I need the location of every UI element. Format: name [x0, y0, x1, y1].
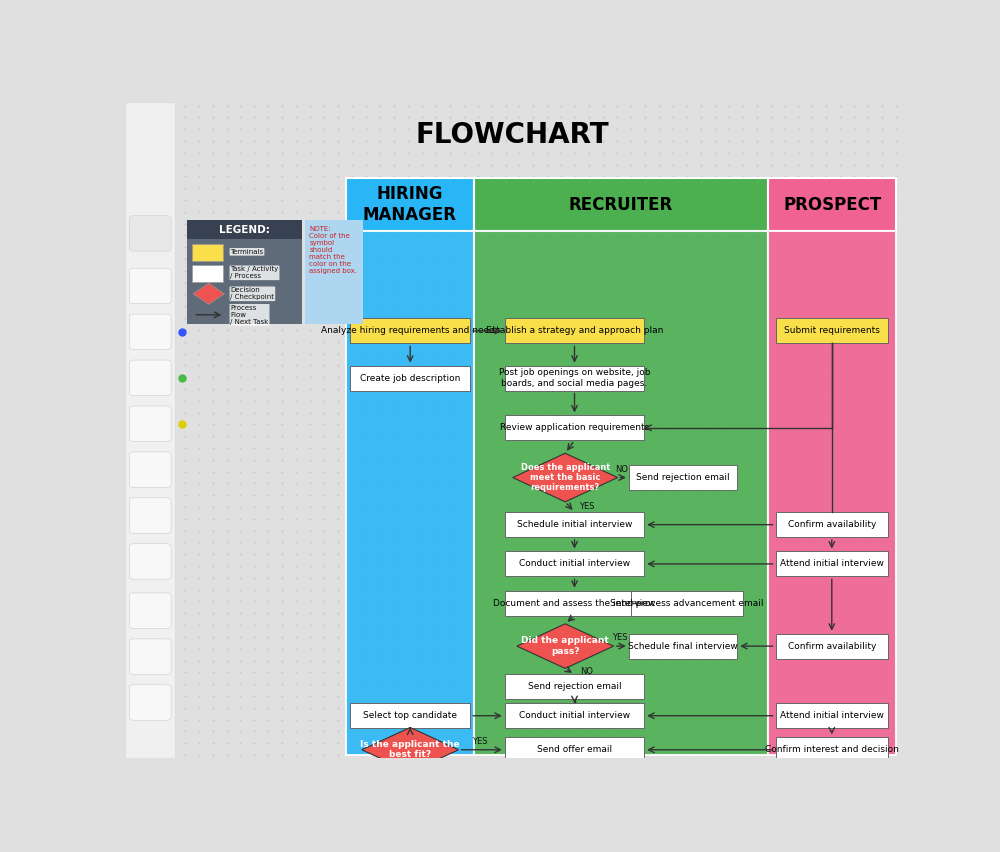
FancyBboxPatch shape [776, 319, 888, 343]
Text: Confirm interest and decision: Confirm interest and decision [765, 746, 899, 754]
FancyBboxPatch shape [187, 221, 302, 239]
Text: Is the applicant the
best fit?: Is the applicant the best fit? [360, 740, 460, 759]
FancyBboxPatch shape [192, 244, 223, 261]
Text: LEGEND:: LEGEND: [219, 225, 270, 234]
FancyBboxPatch shape [776, 634, 888, 659]
Polygon shape [362, 728, 459, 772]
FancyBboxPatch shape [505, 703, 644, 728]
Text: Did the applicant
pass?: Did the applicant pass? [521, 636, 609, 656]
Text: YES: YES [612, 633, 627, 642]
Text: Create job description: Create job description [360, 373, 460, 383]
Text: YES: YES [579, 503, 595, 511]
FancyBboxPatch shape [350, 366, 470, 390]
FancyBboxPatch shape [346, 232, 474, 755]
FancyBboxPatch shape [129, 452, 171, 487]
FancyBboxPatch shape [474, 178, 768, 232]
Text: Send rejection email: Send rejection email [528, 682, 621, 692]
Text: NOTE:
Color of the
symbol
should
match the
color on the
assigned box.: NOTE: Color of the symbol should match t… [309, 226, 357, 273]
FancyBboxPatch shape [129, 593, 171, 629]
FancyBboxPatch shape [129, 314, 171, 349]
FancyBboxPatch shape [505, 590, 644, 616]
FancyBboxPatch shape [192, 265, 223, 282]
Text: Post job openings on website, job
boards, and social media pages.: Post job openings on website, job boards… [499, 368, 650, 388]
Text: Does the applicant
meet the basic
requirements?: Does the applicant meet the basic requir… [521, 463, 610, 492]
Text: Select top candidate: Select top candidate [363, 711, 457, 720]
Text: NO: NO [580, 667, 593, 676]
Text: Attend initial interview: Attend initial interview [780, 560, 884, 568]
FancyBboxPatch shape [776, 512, 888, 537]
FancyBboxPatch shape [505, 319, 644, 343]
FancyBboxPatch shape [631, 590, 743, 616]
FancyBboxPatch shape [129, 498, 171, 533]
Polygon shape [193, 284, 224, 304]
FancyBboxPatch shape [129, 268, 171, 303]
Text: Review application requirements: Review application requirements [500, 423, 649, 432]
Text: RECRUITER: RECRUITER [569, 196, 673, 214]
FancyBboxPatch shape [776, 737, 888, 763]
Text: Send process advancement email: Send process advancement email [610, 599, 764, 607]
Text: NO: NO [615, 464, 628, 474]
Text: Send offer email: Send offer email [537, 746, 612, 754]
Text: Submit requirements: Submit requirements [784, 326, 880, 336]
Text: FLOWCHART: FLOWCHART [416, 121, 609, 149]
Text: Decision
/ Checkpoint: Decision / Checkpoint [230, 287, 274, 300]
FancyBboxPatch shape [629, 465, 737, 490]
FancyBboxPatch shape [305, 221, 363, 324]
FancyBboxPatch shape [129, 639, 171, 674]
FancyBboxPatch shape [768, 232, 896, 755]
FancyBboxPatch shape [768, 178, 896, 232]
Text: Conduct initial interview: Conduct initial interview [519, 711, 630, 720]
FancyBboxPatch shape [129, 216, 171, 251]
FancyBboxPatch shape [474, 232, 768, 755]
FancyBboxPatch shape [129, 544, 171, 579]
FancyBboxPatch shape [129, 685, 171, 720]
FancyBboxPatch shape [505, 366, 644, 390]
FancyBboxPatch shape [629, 634, 737, 659]
Text: Task / Activity
/ Process: Task / Activity / Process [230, 267, 279, 279]
Text: Attend initial interview: Attend initial interview [780, 711, 884, 720]
FancyBboxPatch shape [350, 703, 470, 728]
Text: PROSPECT: PROSPECT [783, 196, 881, 214]
Text: Terminals: Terminals [230, 249, 264, 255]
FancyBboxPatch shape [125, 102, 175, 758]
FancyBboxPatch shape [346, 178, 474, 232]
Text: Schedule final interview: Schedule final interview [628, 642, 738, 651]
Text: Conduct initial interview: Conduct initial interview [519, 560, 630, 568]
FancyBboxPatch shape [129, 360, 171, 395]
Polygon shape [513, 453, 618, 502]
FancyBboxPatch shape [505, 737, 644, 763]
Text: Establish a strategy and approach plan: Establish a strategy and approach plan [486, 326, 663, 336]
Text: Schedule initial interview: Schedule initial interview [517, 521, 632, 529]
FancyBboxPatch shape [505, 675, 644, 699]
FancyBboxPatch shape [187, 239, 302, 324]
FancyBboxPatch shape [350, 319, 470, 343]
Text: Send rejection email: Send rejection email [636, 473, 730, 482]
Text: Confirm availability: Confirm availability [788, 642, 876, 651]
Text: HIRING
MANAGER: HIRING MANAGER [363, 185, 457, 224]
FancyBboxPatch shape [505, 551, 644, 577]
FancyBboxPatch shape [505, 415, 644, 440]
FancyBboxPatch shape [505, 512, 644, 537]
Text: Confirm availability: Confirm availability [788, 521, 876, 529]
Polygon shape [517, 624, 614, 669]
Text: Document and assess the interview: Document and assess the interview [493, 599, 656, 607]
Text: Process
Flow
/ Next Task: Process Flow / Next Task [230, 305, 269, 325]
Text: Analyze hiring requirements and needs: Analyze hiring requirements and needs [321, 326, 500, 336]
FancyBboxPatch shape [776, 551, 888, 577]
Text: YES: YES [472, 737, 487, 746]
FancyBboxPatch shape [129, 406, 171, 441]
FancyBboxPatch shape [776, 703, 888, 728]
